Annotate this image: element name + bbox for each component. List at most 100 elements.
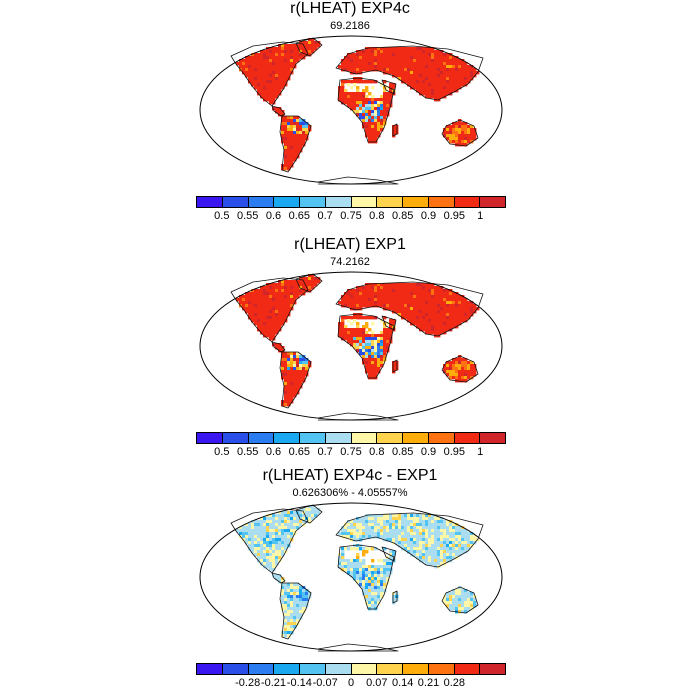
coastline-south-america xyxy=(279,351,312,409)
colorbar-box xyxy=(248,664,275,674)
colorbar-tick-label: 0.75 xyxy=(340,210,362,222)
colorbar-box xyxy=(351,664,378,674)
colorbar-tick-label: 0.85 xyxy=(391,210,414,222)
world-map xyxy=(199,35,503,185)
panel-exp4c: r(LHEAT) EXP4c 69.2186 0.5 0.55 0.6 0.65 0.7… xyxy=(0,0,700,230)
colorbar xyxy=(196,663,506,675)
colorbar xyxy=(196,196,506,208)
colorbar-box xyxy=(325,664,352,674)
colorbar-box xyxy=(428,197,455,207)
colorbar-box xyxy=(300,433,326,443)
colorbar-box xyxy=(403,433,429,443)
colorbar-tick-label: 0.9 xyxy=(420,446,437,458)
colorbar-labels: 0.5 0.55 0.6 0.65 0.7 0.75 0.8 0.85 0.9 0.95 1 xyxy=(196,210,506,224)
map-title: r(LHEAT) EXP4c - EXP1 xyxy=(262,467,438,484)
coastline-eurasia xyxy=(335,45,484,101)
colorbar-tick-label: 0.6 xyxy=(265,210,282,222)
map-boundary xyxy=(199,271,503,421)
colorbar-tick-label: 0.75 xyxy=(340,446,362,458)
land-field xyxy=(236,38,480,171)
coastline-south-america xyxy=(279,115,312,173)
colorbar-tick-label: 0.7 xyxy=(317,446,333,458)
colorbar-box xyxy=(454,197,481,207)
coastline-australia xyxy=(441,119,479,147)
colorbar-tick-label: 0.55 xyxy=(236,446,259,458)
colorbar-box xyxy=(428,433,455,443)
colorbar-tick-label: 0.85 xyxy=(391,446,414,458)
coastline-arabia xyxy=(381,315,397,331)
colorbar-labels: 0.5 0.55 0.6 0.65 0.7 0.75 0.8 0.85 0.9 0.95 1 xyxy=(196,446,506,460)
colorbar-box xyxy=(197,197,223,207)
coastline-eurasia xyxy=(335,512,484,568)
colorbar-tick-label: 0.7 xyxy=(317,210,333,222)
coastline-central-america xyxy=(271,105,286,117)
colorbar-box xyxy=(480,664,505,674)
coastline-antarctica-rim xyxy=(317,643,399,652)
coastline-arabia xyxy=(381,79,397,95)
map-subtitle: 0.626306% - 4.05557% xyxy=(292,487,408,499)
coastline-central-america xyxy=(271,341,286,353)
coastline-central-america xyxy=(271,572,286,584)
colorbar-box xyxy=(325,433,352,443)
map-boundary xyxy=(199,35,503,185)
coastline-australia xyxy=(441,586,479,614)
colorbar-box xyxy=(454,433,481,443)
map-boundary xyxy=(199,502,503,652)
colorbar-tick-label: 1 xyxy=(477,210,484,222)
colorbar-box xyxy=(480,197,505,207)
colorbar-box xyxy=(428,664,455,674)
panel-exp1: r(LHEAT) EXP1 74.2162 0.5 0.55 0.6 0.65 0.7 0… xyxy=(0,236,700,466)
colorbar-tick-label: -0.21 xyxy=(260,677,287,689)
colorbar-box xyxy=(480,433,505,443)
coastline-south-america xyxy=(279,582,312,640)
colorbar-box xyxy=(377,664,403,674)
colorbar-tick-label: 0.28 xyxy=(443,677,466,689)
colorbar-tick-label: 0.07 xyxy=(366,677,388,689)
colorbar-box xyxy=(377,197,403,207)
colorbar-tick-label: 0 xyxy=(347,677,355,689)
colorbar-labels: -0.28 -0.21 -0.14 -0.07 0 0.07 0.14 0.21 0.28 xyxy=(196,677,506,691)
colorbar-box xyxy=(300,197,326,207)
colorbar-tick-label: 0.21 xyxy=(417,677,440,689)
coastline-antarctica-rim xyxy=(317,412,399,421)
panel-diff: r(LHEAT) EXP4c - EXP1 0.626306% - 4.0555… xyxy=(0,467,700,697)
world-map xyxy=(199,502,503,652)
colorbar-tick-label: -0.28 xyxy=(235,677,261,689)
colorbar-box xyxy=(197,433,223,443)
colorbar xyxy=(196,432,506,444)
map-title: r(LHEAT) EXP4c xyxy=(290,0,410,17)
colorbar-tick-label: 0.65 xyxy=(288,446,311,458)
colorbar-box xyxy=(403,197,429,207)
colorbar-box xyxy=(274,664,300,674)
colorbar-tick-label: 0.9 xyxy=(420,210,437,222)
colorbar-box xyxy=(454,664,481,674)
colorbar-tick-label: 0.8 xyxy=(369,210,385,222)
colorbar-tick-label: 0.5 xyxy=(214,446,230,458)
coastline-madagascar xyxy=(392,123,398,137)
coastline-australia xyxy=(441,355,479,383)
colorbar-tick-label: 0.65 xyxy=(288,210,311,222)
map-subtitle: 69.2186 xyxy=(330,20,370,32)
colorbar-box xyxy=(351,197,378,207)
colorbar-box xyxy=(274,433,300,443)
colorbar-tick-label: -0.07 xyxy=(312,677,338,689)
colorbar-box xyxy=(222,433,249,443)
coastline-madagascar xyxy=(392,590,398,604)
colorbar-box xyxy=(300,664,326,674)
colorbar-box xyxy=(325,197,352,207)
colorbar-tick-label: -0.14 xyxy=(286,677,312,689)
colorbar-box xyxy=(222,197,249,207)
world-map xyxy=(199,271,503,421)
coastline-antarctica-rim xyxy=(317,176,399,185)
colorbar-tick-label: 0.5 xyxy=(214,210,230,222)
land-field xyxy=(236,274,480,407)
coastline-madagascar xyxy=(392,359,398,373)
land-field xyxy=(236,505,480,638)
colorbar-tick-label: 0.6 xyxy=(265,446,282,458)
coastline-africa xyxy=(337,544,395,610)
colorbar-box xyxy=(377,433,403,443)
coastline-africa xyxy=(337,77,395,143)
colorbar-box xyxy=(248,433,275,443)
coastline-arabia xyxy=(381,546,397,562)
colorbar-box xyxy=(351,433,378,443)
